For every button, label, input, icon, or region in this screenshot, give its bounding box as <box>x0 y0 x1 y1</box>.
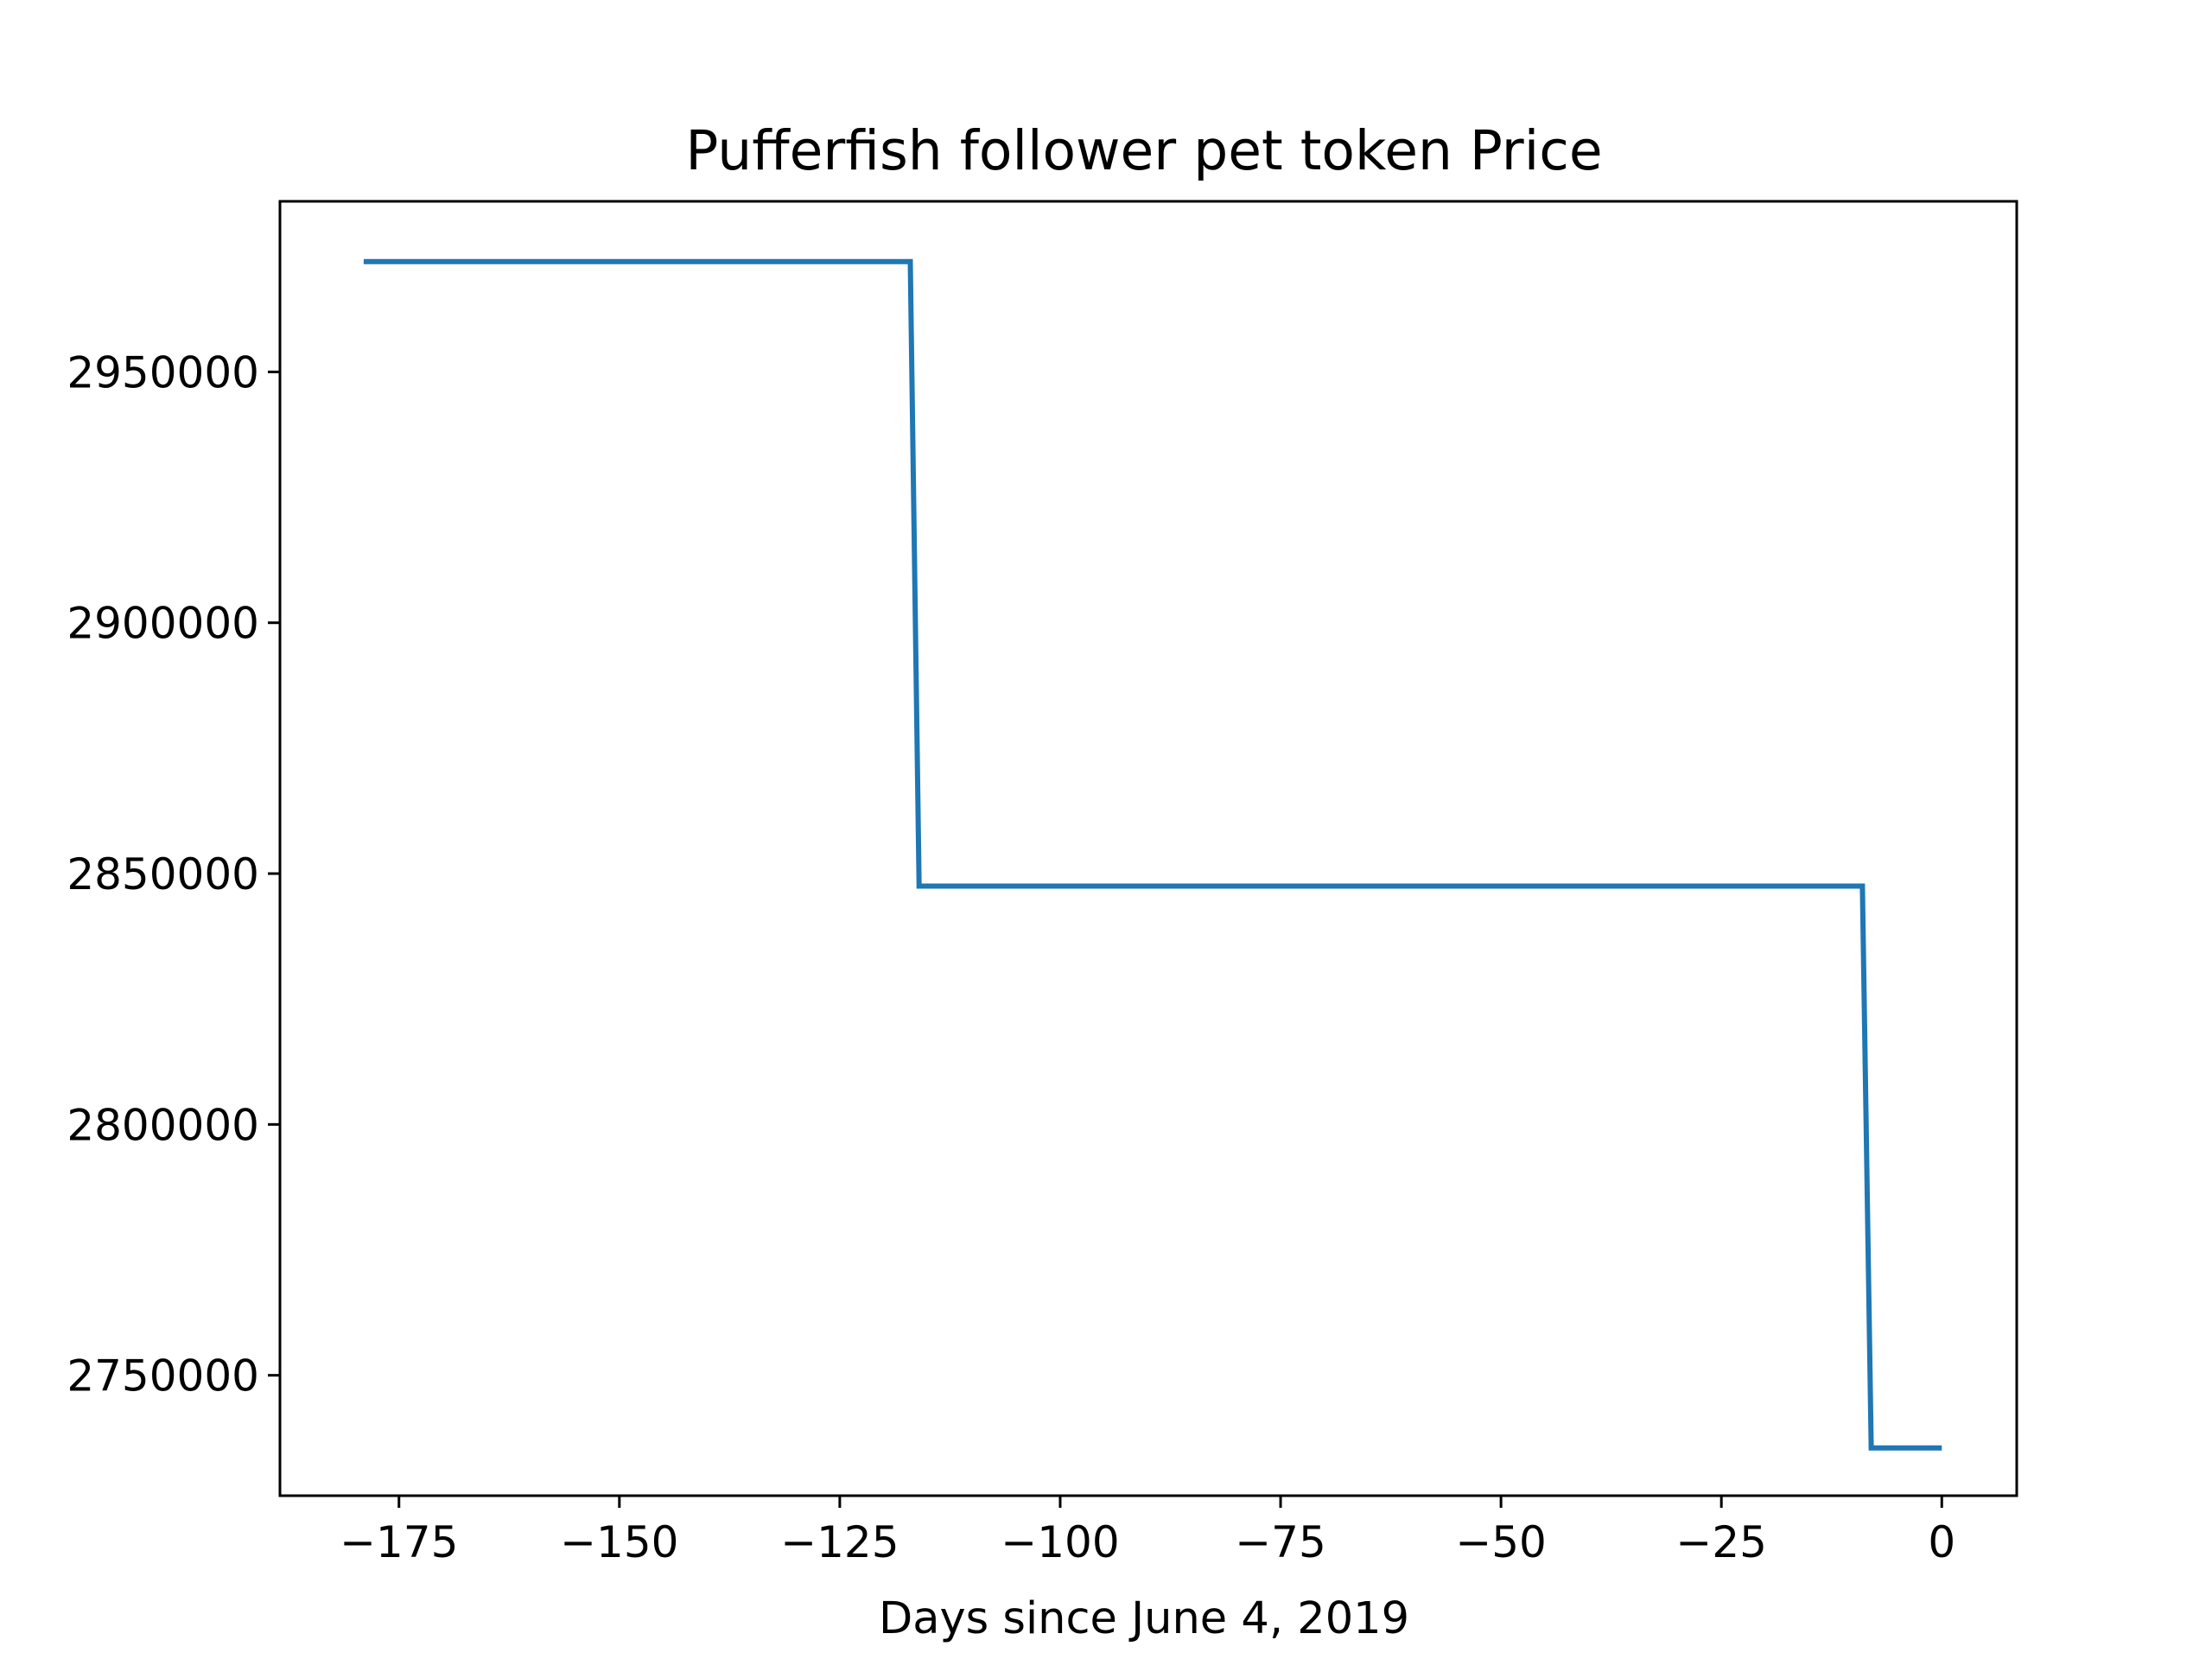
x-axis-label: Days since June 4, 2019 <box>879 1593 1409 1644</box>
x-tick-label: 0 <box>1928 1517 1955 1567</box>
y-tick-label: 2800000 <box>67 1100 259 1150</box>
y-tick-label: 2950000 <box>67 347 259 397</box>
x-tick-label: −25 <box>1675 1517 1767 1567</box>
x-tick-label: −50 <box>1455 1517 1547 1567</box>
y-tick-label: 2750000 <box>67 1351 259 1402</box>
plot-area <box>278 200 2018 1497</box>
y-axis: 2750000 2800000 2850000 2900000 2950000 <box>67 347 280 1402</box>
x-axis: −175 −150 −125 −100 −75 −50 −25 0 <box>340 1496 1955 1567</box>
x-tick-label: −150 <box>560 1517 678 1567</box>
y-tick-label: 2850000 <box>67 849 259 899</box>
x-tick-label: −175 <box>340 1517 458 1567</box>
y-tick-label: 2900000 <box>67 599 259 649</box>
chart-title: Pufferfish follower pet token Price <box>685 119 1602 182</box>
price-series-line-0 <box>363 258 1942 1451</box>
x-tick-label: −100 <box>1001 1517 1119 1567</box>
plot-frame <box>278 200 2018 1497</box>
x-tick-label: −125 <box>780 1517 899 1567</box>
x-tick-label: −75 <box>1235 1517 1326 1567</box>
